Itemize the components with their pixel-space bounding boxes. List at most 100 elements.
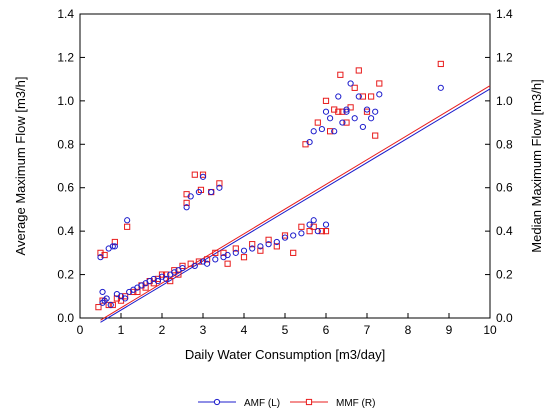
mmf-point <box>191 171 198 178</box>
y-axis-label-left: Average Maximum Flow [m3/h] <box>13 77 28 256</box>
amf-point <box>107 301 114 309</box>
y-tick-label-right: 0.4 <box>496 224 513 238</box>
mmf-point <box>322 228 330 235</box>
mmf-point <box>372 132 379 139</box>
amf-point <box>310 217 317 224</box>
amf-point <box>376 91 383 98</box>
amf-point <box>99 288 106 296</box>
data-points <box>95 60 444 311</box>
mmf-point <box>318 228 325 235</box>
amf-point <box>208 188 215 196</box>
amf-point <box>103 295 110 302</box>
legend-amf-marker <box>213 398 221 406</box>
mmf-trend-line <box>100 85 491 321</box>
amf-point <box>163 275 170 283</box>
amf-point <box>343 108 350 115</box>
mmf-point <box>437 60 444 68</box>
mmf-point <box>122 293 129 300</box>
mmf-point <box>322 97 330 104</box>
mmf-point <box>216 180 223 187</box>
mmf-point <box>376 80 383 87</box>
amf-point <box>306 221 313 228</box>
amf-point <box>212 256 219 263</box>
mmf-point <box>257 247 264 254</box>
x-tick-label: 5 <box>282 323 289 337</box>
amf-point <box>179 264 186 272</box>
x-tick-label: 4 <box>241 323 248 337</box>
mmf-point <box>105 301 112 309</box>
mmf-point <box>232 245 239 252</box>
y-tick-label-right: 1.0 <box>496 94 513 108</box>
mmf-point <box>327 128 334 135</box>
y-tick-label-right: 0.8 <box>496 137 513 151</box>
amf-point <box>187 193 194 200</box>
amf-point <box>257 243 264 250</box>
y-tick-label-left: 0.8 <box>57 137 74 151</box>
x-tick-label: 1 <box>118 323 125 337</box>
x-tick-label: 10 <box>483 323 497 337</box>
amf-point <box>240 247 248 254</box>
mmf-point <box>124 223 131 230</box>
mmf-point <box>355 67 362 74</box>
amf-point <box>224 251 231 259</box>
mmf-point <box>179 262 186 269</box>
amf-point <box>314 228 321 235</box>
amf-point <box>191 262 198 269</box>
amf-point <box>122 295 129 302</box>
mmf-point <box>95 304 102 311</box>
mmf-point <box>171 267 178 274</box>
legend-amf-label: AMF (L) <box>244 398 280 409</box>
mmf-point <box>109 301 116 309</box>
mmf-point <box>335 108 342 115</box>
mmf-point <box>224 260 231 267</box>
mmf-point <box>273 243 280 250</box>
mmf-point <box>183 199 190 207</box>
y-tick-label-right: 0.2 <box>496 268 513 282</box>
x-tick-label: 2 <box>159 323 166 337</box>
y-tick-label-left: 1.0 <box>57 94 74 108</box>
amf-point <box>322 221 330 228</box>
mmf-point <box>130 288 137 296</box>
amf-point <box>249 245 256 252</box>
amf-point <box>199 173 207 180</box>
mmf-point <box>199 171 207 178</box>
mmf-point <box>195 258 203 265</box>
x-axis-label: Daily Water Consumption [m3/day] <box>185 347 385 362</box>
amf-point <box>265 241 272 248</box>
amf-point <box>437 84 444 91</box>
mmf-point <box>363 108 371 115</box>
amf-point <box>359 123 366 131</box>
amf-point <box>310 128 317 135</box>
amf-point <box>372 108 379 115</box>
amf-point <box>335 93 342 100</box>
mmf-point <box>343 119 350 126</box>
amf-point <box>331 128 338 135</box>
mmf-point <box>359 93 366 100</box>
amf-point <box>232 249 239 256</box>
amf-point <box>216 184 223 191</box>
legend-mmf-marker <box>305 398 313 406</box>
amf-point <box>109 243 116 250</box>
y-tick-label-left: 0.2 <box>57 268 74 282</box>
amf-point <box>318 125 325 133</box>
amf-point <box>347 80 354 87</box>
mmf-point <box>281 232 289 239</box>
amf-point <box>327 115 334 122</box>
mmf-point <box>240 254 248 261</box>
mmf-point <box>298 223 305 230</box>
y-tick-label-left: 1.2 <box>57 50 74 64</box>
trend-lines <box>100 85 491 323</box>
x-tick-label: 6 <box>323 323 330 337</box>
y-tick-label-right: 1.4 <box>496 7 513 21</box>
axis-ticks: 0 1 2 3 4 5 6 7 8 9 100.0 0.00.2 0.20.4 0.40.6 0.60.8 0… <box>57 7 513 337</box>
mmf-point <box>351 84 358 91</box>
amf-point <box>306 139 313 146</box>
mmf-point <box>249 241 256 248</box>
amf-point <box>290 232 297 239</box>
mmf-point <box>212 249 219 256</box>
amf-point <box>97 254 104 261</box>
amf-point <box>124 217 131 224</box>
amf-point <box>281 234 289 241</box>
amf-point <box>368 115 375 122</box>
